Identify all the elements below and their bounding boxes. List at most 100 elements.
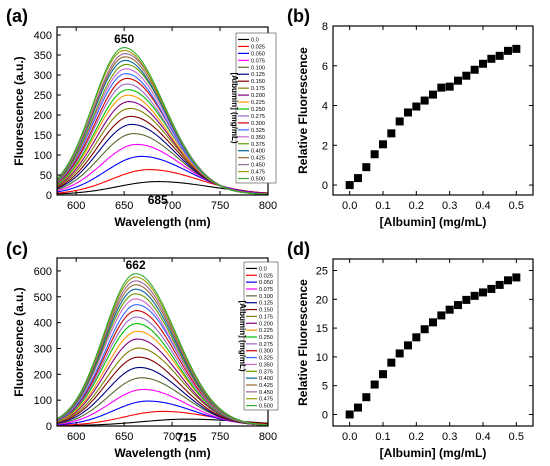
legend-label: 0.325 [259,356,273,362]
y-axis-label: Fluorescence (a.u.) [12,56,26,165]
y-tick-label: 4 [322,101,328,113]
x-axis-label: Wavelength (nm) [114,215,210,229]
data-point [345,181,354,190]
x-tick-label: 0.1 [375,431,390,443]
legend-label: 0.350 [251,135,265,141]
data-point [370,380,379,389]
y-tick-label: 250 [34,90,52,102]
legend-label: 0.0 [259,266,267,272]
data-point [379,140,387,149]
data-point [412,333,421,342]
data-point [395,117,404,126]
y-tick-label: 8 [322,21,328,33]
legend-label: 0.250 [251,107,265,113]
legend-label: 0.225 [259,328,273,334]
legend-label: 0.250 [259,335,273,341]
x-tick-label: 700 [163,431,181,443]
x-tick-label: 800 [259,200,277,212]
x-tick-label: 650 [115,431,133,443]
data-point [420,96,429,105]
y-tick-label: 200 [34,369,52,381]
legend-label: 0.050 [259,280,273,286]
y-tick-label: 6 [322,61,328,73]
panel-d: (d) 0.0 0.1 0.2 0.3 0.4 0.5 0 5 10 15 20 25 [Albumin]… [287,239,534,460]
y-tick-label: 25 [316,266,328,278]
x-axis-label: Wavelength (nm) [114,446,210,460]
x-tick-label: 650 [115,200,133,212]
data-point [454,301,462,310]
legend-label: 0.225 [251,100,265,106]
data-point [454,76,462,85]
x-tick-label: 0.2 [409,431,424,443]
legend-label: 0.475 [251,170,265,176]
peak-label-bottom: 715 [176,431,196,445]
data-point [479,288,487,297]
plot-frame [332,25,534,196]
legend: 0.00.0250.0500.0750.1000.1250.1500.1750.… [238,261,279,411]
y-axis-label: Fluorescence (a.u.) [12,287,26,396]
legend-label: 0.400 [259,376,273,382]
legend-label: 0.400 [251,149,265,155]
legend-label: 0.175 [251,86,265,92]
x-axis-label: [Albumin] (mg/mL) [380,446,487,460]
peak-label-top: 650 [114,32,134,46]
data-point [379,370,387,379]
peak-label-bottom: 685 [148,193,168,207]
y-tick-label: 300 [34,70,52,82]
data-point [404,108,412,117]
data-point [437,311,446,320]
plot-area [57,47,268,195]
y-tick-label: 200 [34,110,52,122]
data-point [445,305,454,314]
plot-frame [332,258,534,427]
legend-label: 0.325 [251,128,265,134]
data-point [362,163,371,172]
legend: 0.00.0250.0500.0750.1000.1250.1500.1750.… [230,32,277,184]
y-tick-label: 10 [316,352,328,364]
data-point [462,295,471,304]
data-point [420,325,429,334]
legend-label: 0.300 [251,121,265,127]
legend-label: 0.100 [251,65,265,71]
y-tick-label: 400 [34,30,52,42]
data-point [354,174,362,183]
y-tick-label: 50 [40,170,52,182]
data-point [487,54,496,63]
x-tick-label: 0.4 [475,200,490,212]
legend-label: 0.500 [259,404,273,410]
legend-label: 0.0 [251,37,259,43]
x-tick-label: 750 [211,431,229,443]
legend-label: 0.375 [251,142,265,148]
y-axis-label: Relative Fluorescence [296,47,310,174]
x-tick-label: 0.5 [509,431,524,443]
legend-label: 0.350 [259,362,273,368]
legend-label: 0.050 [251,51,265,57]
data-point [370,150,379,159]
y-tick-label: 0 [322,180,328,192]
x-tick-label: 0.4 [475,431,490,443]
legend-label: 0.450 [251,163,265,169]
data-point [437,83,446,92]
y-tick-label: 20 [316,294,328,306]
x-tick-label: 0.3 [442,200,457,212]
legend-label: 0.150 [251,79,265,85]
y-tick-label: 100 [34,150,52,162]
x-tick-label: 0.5 [509,200,524,212]
data-point [429,90,437,99]
data-point [479,59,487,68]
data-point [462,71,471,80]
data-point [345,410,354,419]
spectrum-line [57,356,268,426]
x-tick-label: 0.0 [342,431,357,443]
legend-label: 0.500 [251,177,265,183]
data-point [362,393,371,402]
legend-label: 0.100 [259,294,273,300]
legend-label: 0.175 [259,314,273,320]
y-tick-label: 0 [46,190,52,202]
legend-label: 0.275 [259,342,273,348]
y-tick-label: 300 [34,343,52,355]
spectrum-line [57,273,268,426]
y-tick-label: 5 [322,381,328,393]
data-point [470,65,479,74]
